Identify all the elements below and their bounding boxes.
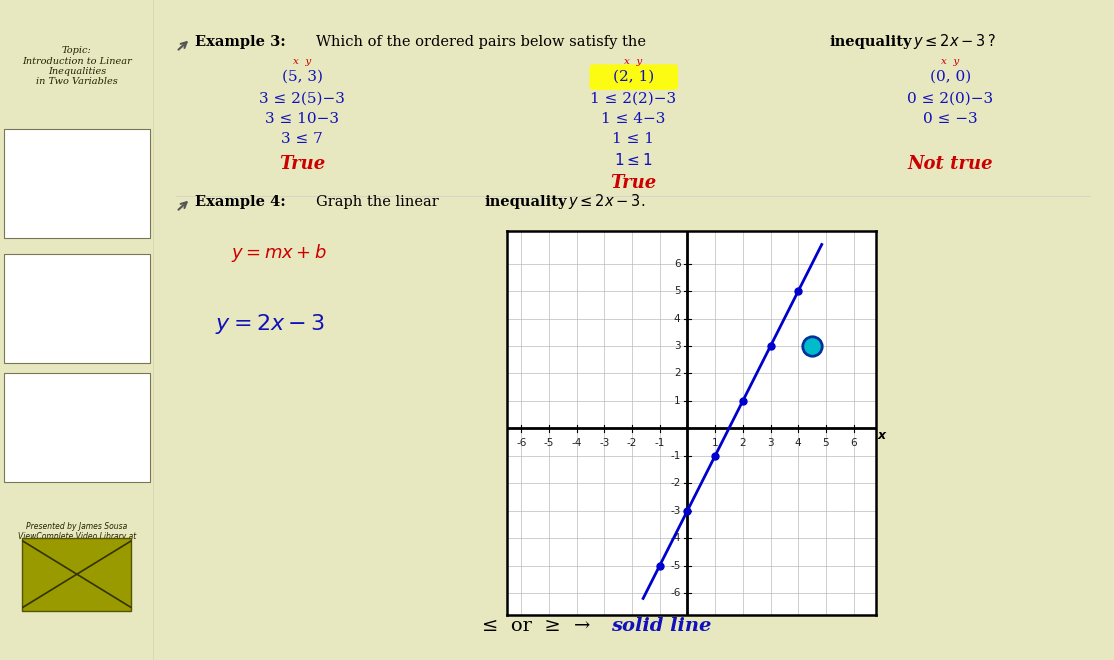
Text: True: True	[610, 174, 656, 192]
Text: Presented by James Sousa
ViewComplete Video Library at: Presented by James Sousa ViewComplete Vi…	[18, 521, 136, 541]
Text: -6: -6	[516, 438, 527, 448]
Text: 1 ≤ 1: 1 ≤ 1	[613, 132, 654, 147]
FancyBboxPatch shape	[589, 64, 678, 90]
FancyBboxPatch shape	[3, 254, 150, 363]
Text: x: x	[877, 429, 886, 442]
Text: (0, 0): (0, 0)	[930, 70, 971, 84]
Text: inequality: inequality	[485, 195, 567, 209]
Text: -6: -6	[671, 588, 681, 598]
Text: x  y: x y	[941, 57, 959, 65]
Text: -5: -5	[671, 560, 681, 570]
Text: Example 4:: Example 4:	[195, 195, 286, 209]
Text: x  y: x y	[624, 57, 643, 65]
Text: $y = mx + b$: $y = mx + b$	[231, 242, 328, 264]
Text: 0 ≤ 2(0)−3: 0 ≤ 2(0)−3	[907, 91, 994, 105]
Text: $y \leq 2x-3\,?$: $y \leq 2x-3\,?$	[913, 32, 996, 51]
Text: -4: -4	[571, 438, 582, 448]
Text: 4: 4	[674, 314, 681, 323]
Text: 5: 5	[822, 438, 829, 448]
Text: -2: -2	[671, 478, 681, 488]
Text: -5: -5	[544, 438, 554, 448]
Text: 3 ≤ 7: 3 ≤ 7	[282, 132, 323, 147]
Text: 1: 1	[674, 396, 681, 406]
Text: (5, 3): (5, 3)	[282, 70, 323, 84]
Text: -3: -3	[599, 438, 609, 448]
Text: Example 3:: Example 3:	[195, 35, 286, 49]
Text: 2: 2	[740, 438, 746, 448]
Text: Graph the linear: Graph the linear	[316, 195, 439, 209]
Text: x  y: x y	[293, 57, 312, 65]
Text: $1 \leq 1$: $1 \leq 1$	[614, 152, 653, 168]
Text: 3 ≤ 10−3: 3 ≤ 10−3	[265, 112, 340, 126]
Text: Topic:
Introduction to Linear
Inequalities
in Two Variables: Topic: Introduction to Linear Inequaliti…	[22, 46, 131, 86]
Text: 6: 6	[674, 259, 681, 269]
Text: (2, 1): (2, 1)	[613, 70, 654, 84]
Text: 3: 3	[768, 438, 774, 448]
Text: 1 ≤ 2(2)−3: 1 ≤ 2(2)−3	[590, 91, 676, 105]
FancyBboxPatch shape	[22, 538, 131, 610]
Text: -4: -4	[671, 533, 681, 543]
Text: $y \leq 2x-3.$: $y \leq 2x-3.$	[568, 193, 645, 211]
Text: 4: 4	[795, 438, 801, 448]
Text: 2: 2	[674, 368, 681, 378]
Text: 1: 1	[712, 438, 719, 448]
Text: 5: 5	[674, 286, 681, 296]
Text: inequality: inequality	[829, 35, 911, 49]
Text: 3 ≤ 2(5)−3: 3 ≤ 2(5)−3	[260, 91, 345, 105]
Text: 0 ≤ −3: 0 ≤ −3	[924, 112, 978, 126]
Text: True: True	[280, 154, 325, 172]
FancyBboxPatch shape	[3, 129, 150, 238]
Text: -1: -1	[671, 451, 681, 461]
Text: Which of the ordered pairs below satisfy the: Which of the ordered pairs below satisfy…	[316, 35, 646, 49]
Text: -3: -3	[671, 506, 681, 515]
Text: 1 ≤ 4−3: 1 ≤ 4−3	[602, 112, 665, 126]
Text: Not true: Not true	[908, 154, 994, 172]
Text: $y = 2x - 3$: $y = 2x - 3$	[215, 312, 324, 335]
Text: solid line: solid line	[612, 617, 712, 635]
Text: →: →	[574, 617, 590, 635]
Text: ≤  or  ≥: ≤ or ≥	[482, 617, 560, 635]
Text: 3: 3	[674, 341, 681, 351]
Text: 6: 6	[850, 438, 857, 448]
FancyBboxPatch shape	[3, 373, 150, 482]
Text: -1: -1	[655, 438, 665, 448]
Text: -2: -2	[627, 438, 637, 448]
